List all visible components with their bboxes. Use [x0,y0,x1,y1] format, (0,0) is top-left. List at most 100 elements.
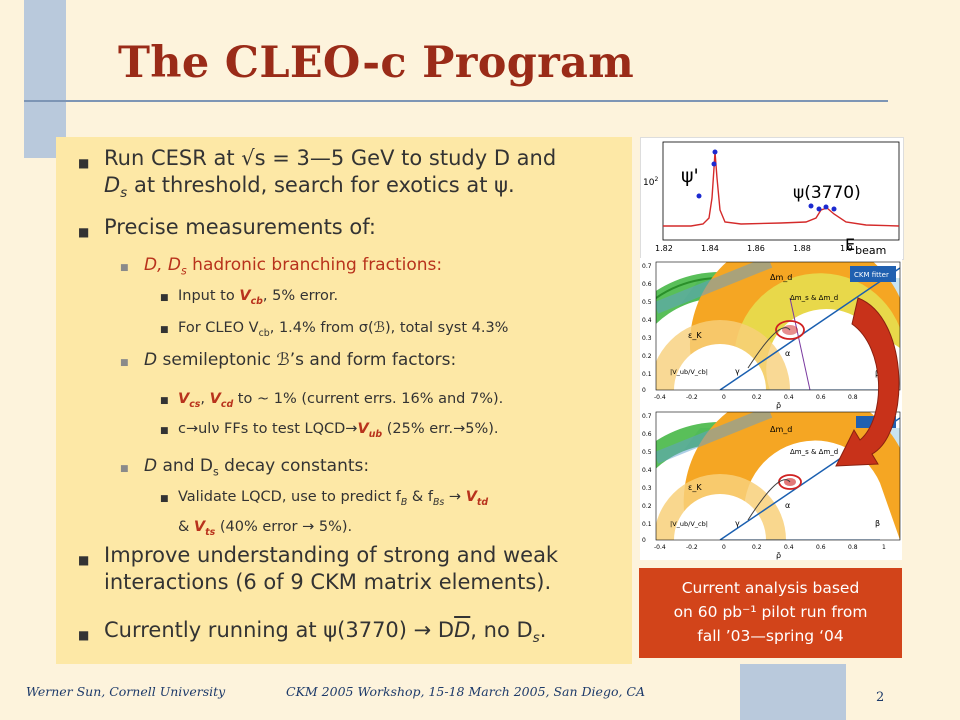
curved-arrow-icon [835,297,900,467]
svg-text:0.4: 0.4 [784,394,794,401]
content-box: ■ Run CESR at √s = 3—5 GeV to study D an… [56,137,632,664]
svg-text:0.8: 0.8 [848,394,858,401]
callout-text: Current analysis based on 60 pb⁻¹ pilot … [673,579,868,645]
ckm-svg: CKM fitter Δm_d Δm_s & Δm_d ε_K |V_ub/V_… [642,261,901,560]
decorative-square-bottom [740,664,846,720]
item-cleo-vcb: ■ For CLEO Vcb, 1.4% from σ(ℬ), total sy… [160,320,509,339]
label-vub-vcb: |V_ub/V_cb| [670,368,708,376]
label-alpha: α [785,501,790,510]
y-tick-label: 102 [643,176,658,188]
item-validate-lqcd-line2: & Vts (40% error → 5%). [178,518,353,538]
svg-text:0.2: 0.2 [642,503,652,510]
callout-box: Current analysis based on 60 pb⁻¹ pilot … [639,568,902,658]
data-point [696,193,702,199]
svg-text:0.6: 0.6 [642,281,652,288]
x-tick-label: 1.9 [840,244,853,253]
sub-bullet-decay-constants: ■ D and Ds decay constants: [120,456,370,479]
svg-text:-0.4: -0.4 [654,544,666,551]
bullet-cesr: ■ Run CESR at √s = 3—5 GeV to study D an… [78,145,556,207]
sub-bullet-hadronic: ■ D, Ds hadronic branching fractions: [120,255,443,278]
svg-text:0.2: 0.2 [752,394,762,401]
footer-event: CKM 2005 Workshop, 15-18 March 2005, San… [286,684,646,699]
x-tick-label: 1.82 [655,244,673,253]
data-point [816,206,822,212]
bullet-running: ■ Currently running at ψ(3770) → DD, no … [78,617,546,652]
label-dmd: Δm_d [770,273,792,282]
bullet-improve-line2: interactions (6 of 9 CKM matrix elements… [104,570,552,594]
svg-text:0: 0 [722,394,726,401]
svg-text:0.2: 0.2 [642,353,652,360]
label-beta: β [875,519,880,528]
label-dmd: Δm_d [770,425,792,434]
label-dms-dmd: Δm_s & Δm_d [790,448,838,456]
svg-text:0: 0 [642,387,646,394]
ebeam-label: Ebeam [845,235,886,257]
label-gamma: γ [735,367,740,376]
decorative-square-top [24,0,66,158]
item-input-vcb: ■ Input to Vcb, 5% error. [160,288,339,307]
data-point [712,149,718,155]
square-bullet-icon: ■ [78,156,90,170]
ckm-upper-y-ticks: 0.7 0.6 0.5 0.4 0.3 0.2 0.1 0 [642,263,652,394]
ckm-fit-plots: CKM fitter Δm_d Δm_s & Δm_d ε_K |V_ub/V_… [640,258,902,560]
square-bullet-icon: ■ [160,293,169,303]
svg-text:0.1: 0.1 [642,371,652,378]
ckm-panel-lower: Δm_d Δm_s & Δm_d ε_K |V_ub/V_cb| γ α β [656,412,900,540]
svg-text:0.7: 0.7 [642,413,652,420]
sub-bullet-semileptonic: ■ D semileptonic ℬ’s and form factors: [120,349,456,371]
footer-author: Werner Sun, Cornell University [26,684,226,699]
item-vcs-vcd: ■ Vcs, Vcd to ~ 1% (current errs. 16% an… [160,391,504,410]
label-eps-k: ε_K [688,331,702,340]
ckm-panel-upper: CKM fitter Δm_d Δm_s & Δm_d ε_K |V_ub/V_… [656,262,900,390]
title-rule [24,100,888,102]
label-dms-dmd: Δm_s & Δm_d [790,294,838,302]
data-point [823,204,829,210]
item-validate-lqcd-line1: Validate LQCD, use to predict fB & fBs →… [178,489,489,508]
square-bullet-icon: ■ [160,325,169,335]
svg-text:0.2: 0.2 [752,544,762,551]
psi-scan-plot: 102 1.82 1.84 1.86 1.88 1.9 ψ' ψ(3770) E… [640,137,904,260]
data-points [696,149,837,212]
svg-text:0.6: 0.6 [816,544,826,551]
square-bullet-icon: ■ [120,263,129,273]
svg-text:0.7: 0.7 [642,263,652,270]
svg-text:0.3: 0.3 [642,485,652,492]
svg-text:1: 1 [882,544,886,551]
x-tick-label: 1.88 [793,244,811,253]
data-point [831,206,837,212]
svg-text:0.6: 0.6 [642,431,652,438]
svg-text:0.5: 0.5 [642,299,652,306]
item-validate-lqcd: ■ Validate LQCD, use to predict fB & fBs… [160,487,489,543]
ckm-fitter-label: CKM fitter [854,271,889,279]
square-bullet-icon: ■ [78,628,90,642]
svg-text:-0.4: -0.4 [654,394,666,401]
label-vub-vcb: |V_ub/V_cb| [670,520,708,528]
square-bullet-icon: ■ [78,225,90,239]
svg-text:0.4: 0.4 [642,317,652,324]
psi3770-label: ψ(3770) [793,183,861,203]
bullet-improve-line1: Improve understanding of strong and weak [104,543,559,567]
item-ff-lqcd: ■ c→ulν FFs to test LQCD→Vub (25% err.→5… [160,421,499,440]
svg-text:0: 0 [722,544,726,551]
data-point [808,203,814,209]
square-bullet-icon: ■ [120,358,129,368]
square-bullet-icon: ■ [160,494,169,504]
label-gamma: γ [735,519,740,528]
svg-text:0.3: 0.3 [642,335,652,342]
ckm-lower-y-ticks: 0.7 0.6 0.5 0.4 0.3 0.2 0.1 0 [642,413,652,544]
ckm-lower-x-ticks: -0.4 -0.2 0 0.2 0.4 0.6 0.8 1 [654,544,886,551]
svg-text:0.4: 0.4 [642,467,652,474]
bullet-precise: ■ Precise measurements of: [78,214,376,241]
svg-text:0: 0 [642,537,646,544]
psi-prime-label: ψ' [681,165,699,187]
square-bullet-icon: ■ [160,396,169,406]
square-bullet-icon: ■ [160,426,169,436]
svg-text:0.6: 0.6 [816,394,826,401]
svg-text:0.5: 0.5 [642,449,652,456]
data-point [711,161,717,167]
svg-text:-0.2: -0.2 [686,394,698,401]
psi-scan-svg: 102 1.82 1.84 1.86 1.88 1.9 ψ' ψ(3770) E… [643,141,900,257]
x-tick-label: 1.84 [701,244,719,253]
plot-frame [662,141,900,241]
svg-text:0.4: 0.4 [784,544,794,551]
